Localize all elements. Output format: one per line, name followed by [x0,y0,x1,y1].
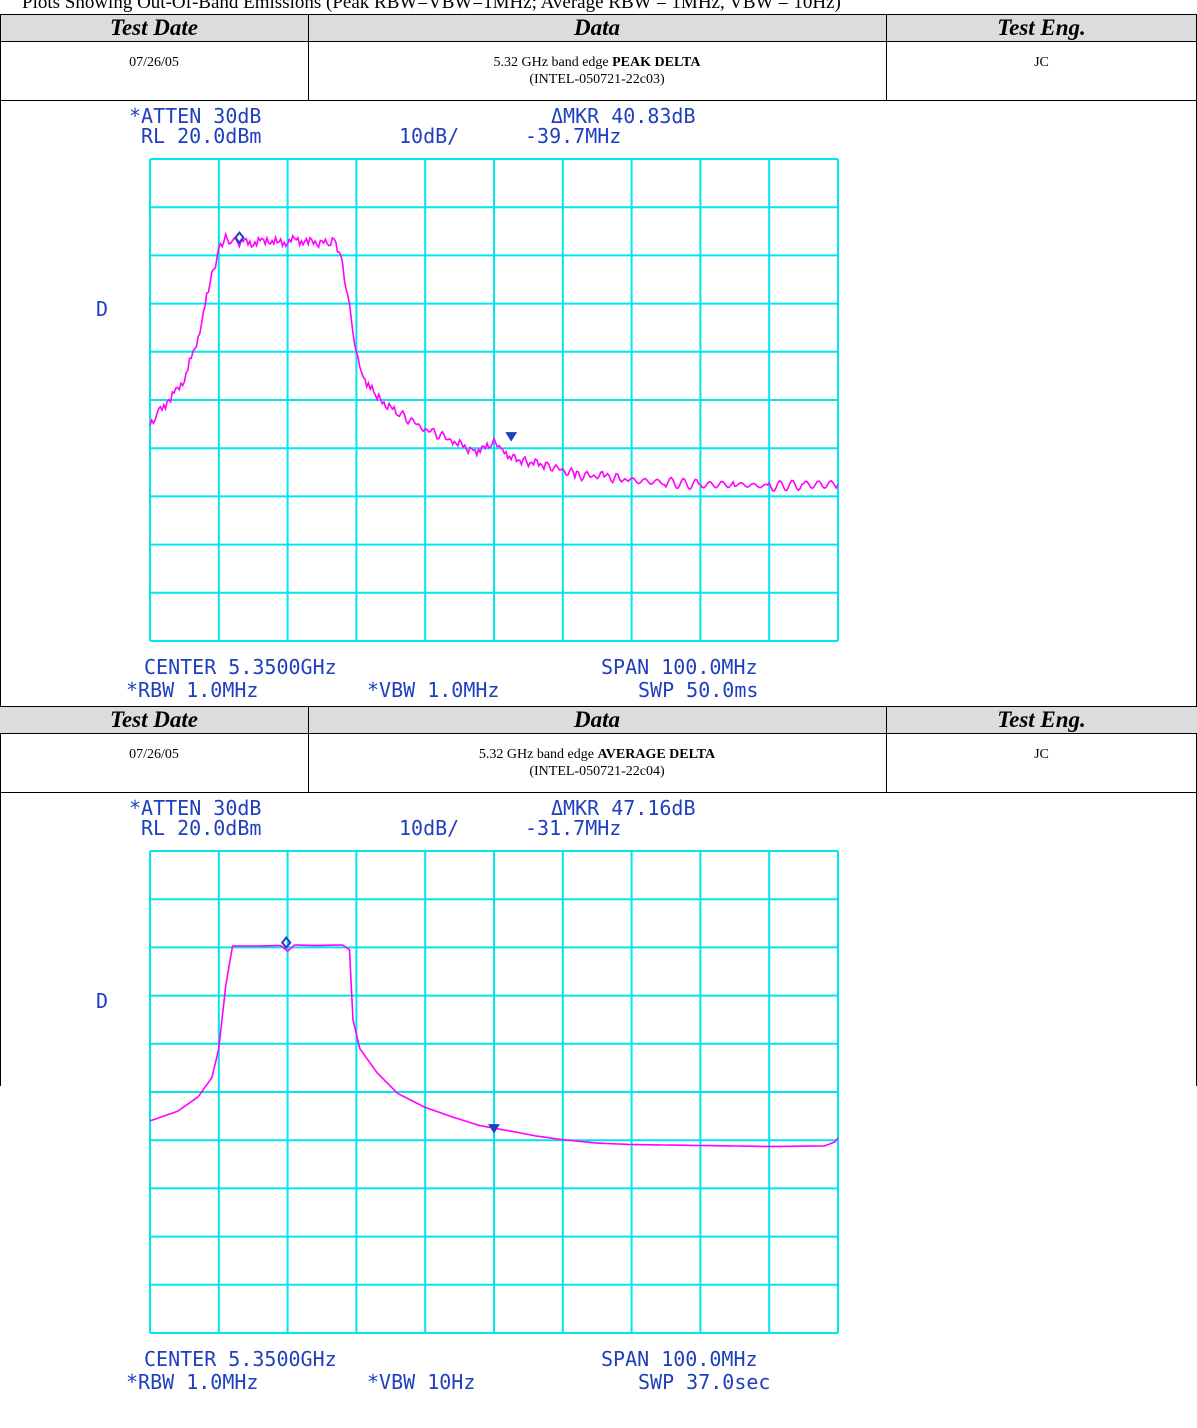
atten-label: *ATTEN 30dB [129,104,261,128]
header-test-date: Test Date [110,707,198,732]
sweep-time-label: SWP 50.0ms [638,678,758,702]
header-data: Data [574,707,620,732]
scale-label: 10dB/ [399,124,459,148]
data-description: 5.32 GHz band edge AVERAGE DELTA (INTEL-… [478,747,716,779]
data-description: 5.32 GHz band edge PEAK DELTA (INTEL-050… [493,55,701,87]
table-header-row: Test Date Data Test Eng. [0,14,1197,42]
test-engineer-value: JC [1034,747,1049,762]
center-frequency-label: CENTER 5.3500GHz [144,655,337,679]
center-frequency-label: CENTER 5.3500GHz [144,1347,337,1371]
reference-level-label: RL 20.0dBm [141,124,261,148]
display-line-label: D [96,297,108,321]
marker-diamond [280,935,292,950]
table-header-row: Test Date Data Test Eng. [0,706,1197,734]
rbw-label: *RBW 1.0MHz [126,1370,258,1394]
header-test-date: Test Date [110,15,198,40]
header-test-eng: Test Eng. [997,15,1086,40]
marker-diamond [234,230,245,245]
spectrum-trace [149,231,839,492]
span-label: SPAN 100.0MHz [601,1347,758,1371]
vbw-label: *VBW 10Hz [367,1370,475,1394]
marker-delta-label: ΔMKR 40.83dB [551,104,696,128]
marker-frequency-label: -39.7MHz [525,124,621,148]
reference-level-label: RL 20.0dBm [141,816,261,840]
atten-label: *ATTEN 30dB [129,796,261,820]
marker-triangle [505,432,518,442]
display-line-label: D [96,989,108,1013]
rbw-label: *RBW 1.0MHz [126,678,258,702]
marker-frequency-label: -31.7MHz [525,816,621,840]
test-date-value: 07/26/05 [129,747,179,762]
header-test-eng: Test Eng. [997,707,1086,732]
test-engineer-value: JC [1034,55,1049,70]
sweep-time-label: SWP 37.0sec [638,1370,770,1394]
page-title: Plots Showing Out-Of-Band Emissions (Pea… [22,0,841,13]
scale-label: 10dB/ [399,816,459,840]
span-label: SPAN 100.0MHz [601,655,758,679]
vbw-label: *VBW 1.0MHz [367,678,499,702]
test-date-value: 07/26/05 [129,55,179,70]
header-data: Data [574,15,620,40]
marker-triangle [488,1124,500,1134]
marker-delta-label: ΔMKR 47.16dB [551,796,696,820]
